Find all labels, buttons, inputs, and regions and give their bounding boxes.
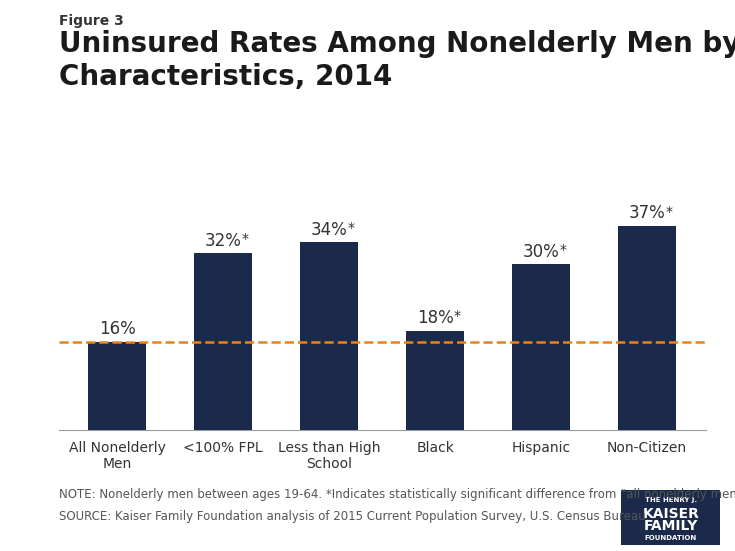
Text: *: * [559, 244, 566, 257]
Bar [406, 331, 465, 430]
Text: 16%: 16% [99, 320, 136, 338]
Text: 30%: 30% [523, 242, 559, 261]
Text: *: * [665, 205, 672, 219]
Bar [88, 342, 146, 430]
Text: THE HENRY J.: THE HENRY J. [645, 498, 697, 503]
Text: 18%: 18% [417, 309, 453, 327]
Text: *: * [453, 310, 460, 323]
Text: 37%: 37% [628, 204, 665, 222]
Text: 34%: 34% [311, 220, 348, 239]
Text: NOTE: Nonelderly men between ages 19-64. *Indicates statistically significant di: NOTE: Nonelderly men between ages 19-64.… [59, 488, 735, 501]
Text: FOUNDATION: FOUNDATION [645, 535, 697, 541]
Text: FAMILY: FAMILY [644, 518, 698, 533]
Text: 32%: 32% [205, 231, 242, 250]
Text: SOURCE: Kaiser Family Foundation analysis of 2015 Current Population Survey, U.S: SOURCE: Kaiser Family Foundation analysi… [59, 510, 649, 523]
Bar [512, 264, 570, 430]
Bar [300, 242, 359, 430]
Text: KAISER: KAISER [642, 506, 699, 521]
Text: *: * [347, 222, 354, 235]
Bar [194, 253, 252, 430]
Text: Uninsured Rates Among Nonelderly Men by Selected
Characteristics, 2014: Uninsured Rates Among Nonelderly Men by … [59, 30, 735, 91]
Bar [618, 226, 676, 430]
Text: *: * [241, 233, 248, 246]
Text: Figure 3: Figure 3 [59, 14, 123, 28]
